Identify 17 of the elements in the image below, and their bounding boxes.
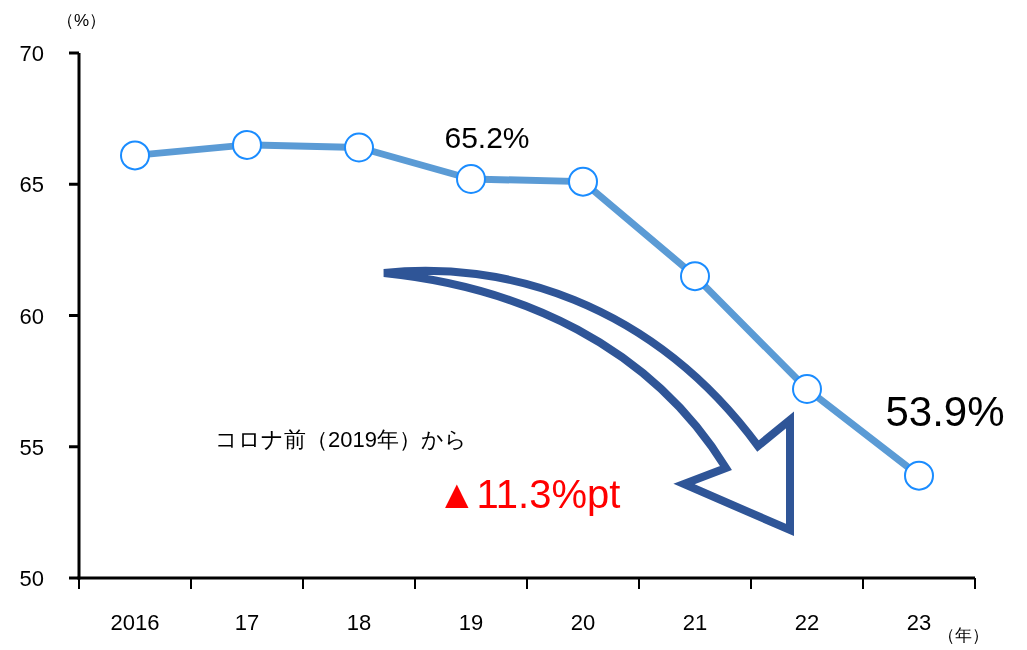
annotation: コロナ前（2019年）から bbox=[215, 427, 467, 452]
x-tick-label: 18 bbox=[346, 610, 372, 635]
y-axis-title: （%） bbox=[57, 11, 107, 30]
annotation: ▲11.3%pt bbox=[437, 472, 621, 516]
x-tick-label: 23 bbox=[906, 610, 932, 635]
y-tick-label: 50 bbox=[19, 566, 44, 591]
y-tick-label: 55 bbox=[19, 434, 44, 460]
y-tick-label: 65 bbox=[19, 172, 44, 198]
y-tick-label: 60 bbox=[19, 303, 44, 329]
x-axis-title: （年） bbox=[938, 626, 989, 645]
x-tick-label: 22 bbox=[794, 610, 820, 635]
x-tick-label: 20 bbox=[570, 610, 596, 635]
y-tick-label: 70 bbox=[19, 41, 44, 66]
x-tick-label: 19 bbox=[458, 610, 484, 635]
x-tick-label: 21 bbox=[682, 610, 708, 635]
x-tick-label: 2016 bbox=[110, 610, 160, 635]
x-tick-label: 17 bbox=[234, 610, 260, 635]
